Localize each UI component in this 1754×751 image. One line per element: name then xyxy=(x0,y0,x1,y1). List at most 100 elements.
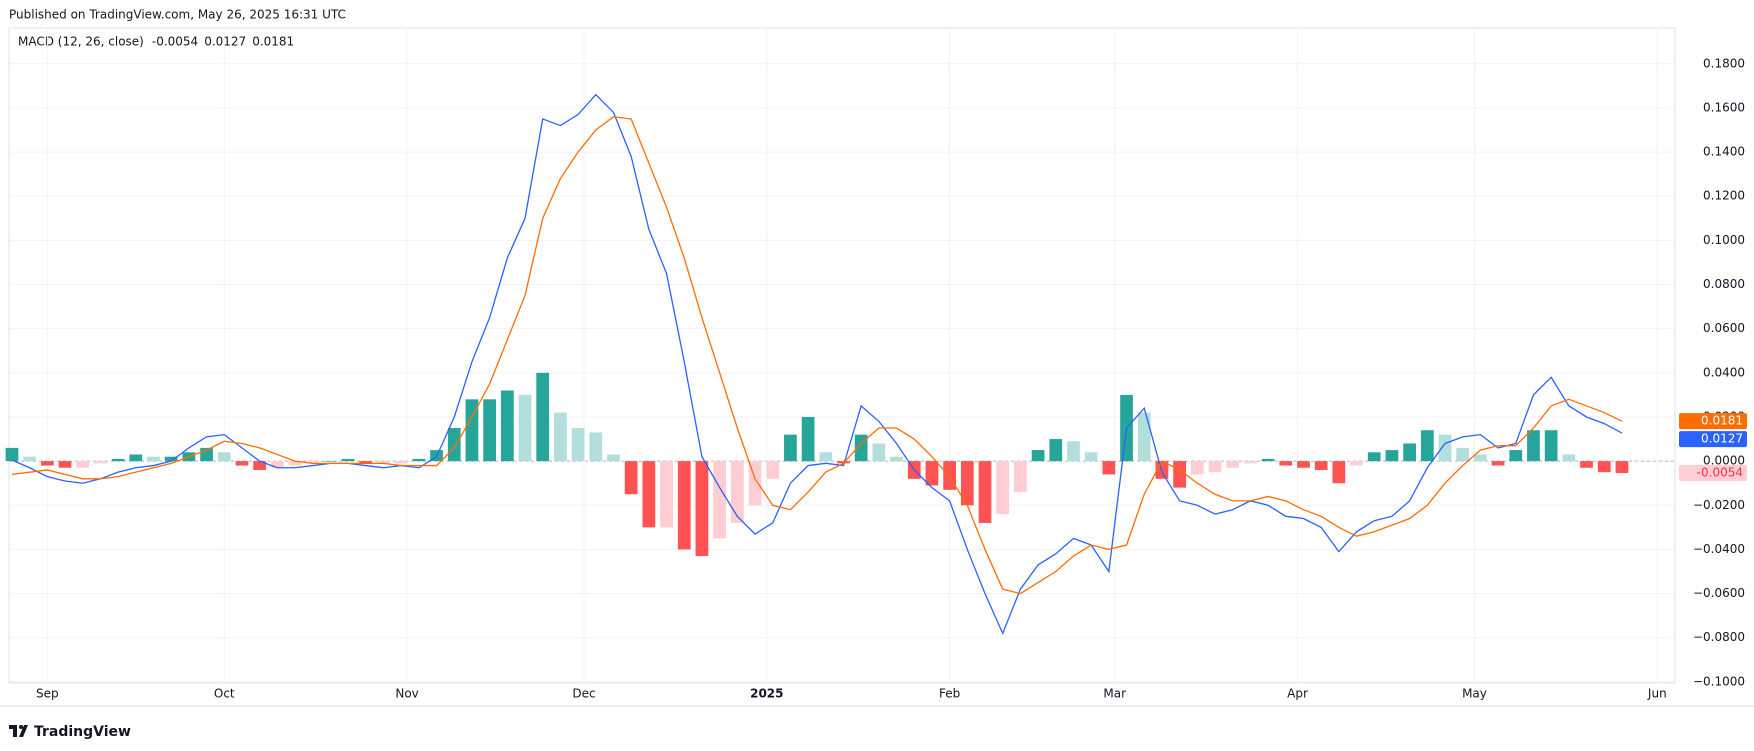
y-tick-label: 0.0800 xyxy=(1703,277,1745,291)
histogram-bar xyxy=(837,461,850,464)
x-tick-label: Jun xyxy=(1647,687,1667,701)
histogram-bar xyxy=(40,461,54,466)
x-tick-label: Sep xyxy=(36,687,59,701)
histogram-bar xyxy=(394,461,408,464)
histogram-bar xyxy=(377,461,390,464)
histogram-bar xyxy=(890,456,903,462)
histogram-bar xyxy=(1226,461,1240,468)
histogram-bar xyxy=(270,461,284,468)
histogram-bar xyxy=(23,456,37,462)
histogram-bar xyxy=(624,461,638,495)
histogram-bar xyxy=(1491,461,1505,466)
histogram-bar xyxy=(784,434,797,462)
histogram-bar xyxy=(483,399,497,462)
histogram-bar xyxy=(1102,461,1116,475)
y-tick-label: 0.0600 xyxy=(1703,321,1745,335)
price-badge xyxy=(1679,431,1747,448)
histogram-bar xyxy=(554,412,567,462)
x-tick-label: Oct xyxy=(214,687,235,701)
histogram-bar xyxy=(1438,434,1452,462)
price-badge-label: -0.0054 xyxy=(1697,466,1743,480)
histogram-bar xyxy=(607,454,620,462)
histogram-bar xyxy=(164,456,178,462)
histogram-bar xyxy=(253,461,267,470)
y-tick-label: −0.0200 xyxy=(1693,498,1745,512)
histogram-bar xyxy=(500,390,514,462)
histogram-bar xyxy=(819,452,833,462)
plot xyxy=(5,93,1629,635)
histogram-bar xyxy=(447,428,461,462)
histogram-bar xyxy=(730,461,744,523)
grid xyxy=(9,28,1675,683)
histogram-bar xyxy=(1332,461,1346,484)
histogram-bar xyxy=(1456,447,1470,462)
y-tick-label: 0.0000 xyxy=(1703,454,1745,468)
y-tick-label: −0.0600 xyxy=(1693,586,1745,600)
histogram-bar xyxy=(1615,461,1629,474)
histogram-bar xyxy=(766,461,780,479)
legend-value: 0.0181 xyxy=(252,35,294,49)
histogram-bar xyxy=(677,461,691,550)
histogram-bar xyxy=(1279,461,1293,466)
x-tick-label: Feb xyxy=(939,687,960,701)
histogram-bar xyxy=(1173,461,1186,488)
y-tick-label: 0.1800 xyxy=(1703,56,1745,70)
footer-brand: TradingView xyxy=(34,724,131,740)
histogram-bar xyxy=(1084,452,1098,462)
histogram-bar xyxy=(58,461,72,468)
histogram-bar xyxy=(801,416,815,462)
histogram-bar xyxy=(1297,461,1310,468)
histogram-bar xyxy=(589,432,603,462)
histogram-bar xyxy=(306,461,320,464)
price-badge-label: 0.0181 xyxy=(1701,414,1743,428)
histogram-bar xyxy=(111,458,125,462)
histogram-bar xyxy=(960,461,974,506)
histogram-bar xyxy=(713,461,726,539)
histogram-bar xyxy=(129,454,143,462)
histogram-bar xyxy=(147,456,160,462)
y-tick-label: 0.1400 xyxy=(1703,145,1745,159)
x-tick-label: Apr xyxy=(1287,687,1308,701)
pane-border xyxy=(8,27,1676,684)
histogram-bar xyxy=(1014,461,1027,493)
x-tick-label: Mar xyxy=(1103,687,1126,701)
published-header: Published on TradingView.com, May 26, 20… xyxy=(9,8,346,22)
histogram-bar xyxy=(341,458,355,462)
histogram-bar xyxy=(1190,461,1204,475)
histogram-bar xyxy=(925,461,939,486)
histogram-bar xyxy=(5,447,19,462)
histogram-bar xyxy=(1244,461,1257,464)
legend-value: -0.0054 xyxy=(152,35,198,49)
x-tick-label: Dec xyxy=(572,687,595,701)
histogram-bar xyxy=(1562,454,1576,462)
histogram-bar xyxy=(324,461,337,462)
histogram-bar xyxy=(1367,452,1381,462)
y-tick-label: −0.0800 xyxy=(1693,630,1745,644)
indicator-name: MACD (12, 26, close) xyxy=(18,35,144,49)
histogram-bar xyxy=(1031,450,1045,462)
histogram-bar xyxy=(996,461,1010,515)
histogram-bar xyxy=(642,461,656,528)
price-badge xyxy=(1679,465,1747,482)
histogram-bar xyxy=(76,461,90,468)
x-tick-label: May xyxy=(1462,687,1487,701)
histogram-bar xyxy=(978,461,992,523)
signal-line xyxy=(11,116,1623,595)
histogram-bar xyxy=(872,443,886,462)
tradingview-logo xyxy=(9,725,28,737)
histogram-bar xyxy=(1314,461,1328,470)
histogram-bar xyxy=(1597,461,1611,473)
histogram-bar xyxy=(217,452,231,462)
histogram-bar xyxy=(1544,430,1558,462)
histogram-bar xyxy=(1474,454,1487,462)
price-badge xyxy=(1679,413,1747,430)
histogram-bar xyxy=(1527,430,1540,462)
y-tick-label: 0.1200 xyxy=(1703,189,1745,203)
histogram-bar xyxy=(1350,461,1363,466)
histogram-bar xyxy=(695,461,709,557)
y-tick-label: −0.1000 xyxy=(1693,674,1745,688)
histogram-bar xyxy=(235,461,249,466)
histogram-bar xyxy=(465,399,479,462)
